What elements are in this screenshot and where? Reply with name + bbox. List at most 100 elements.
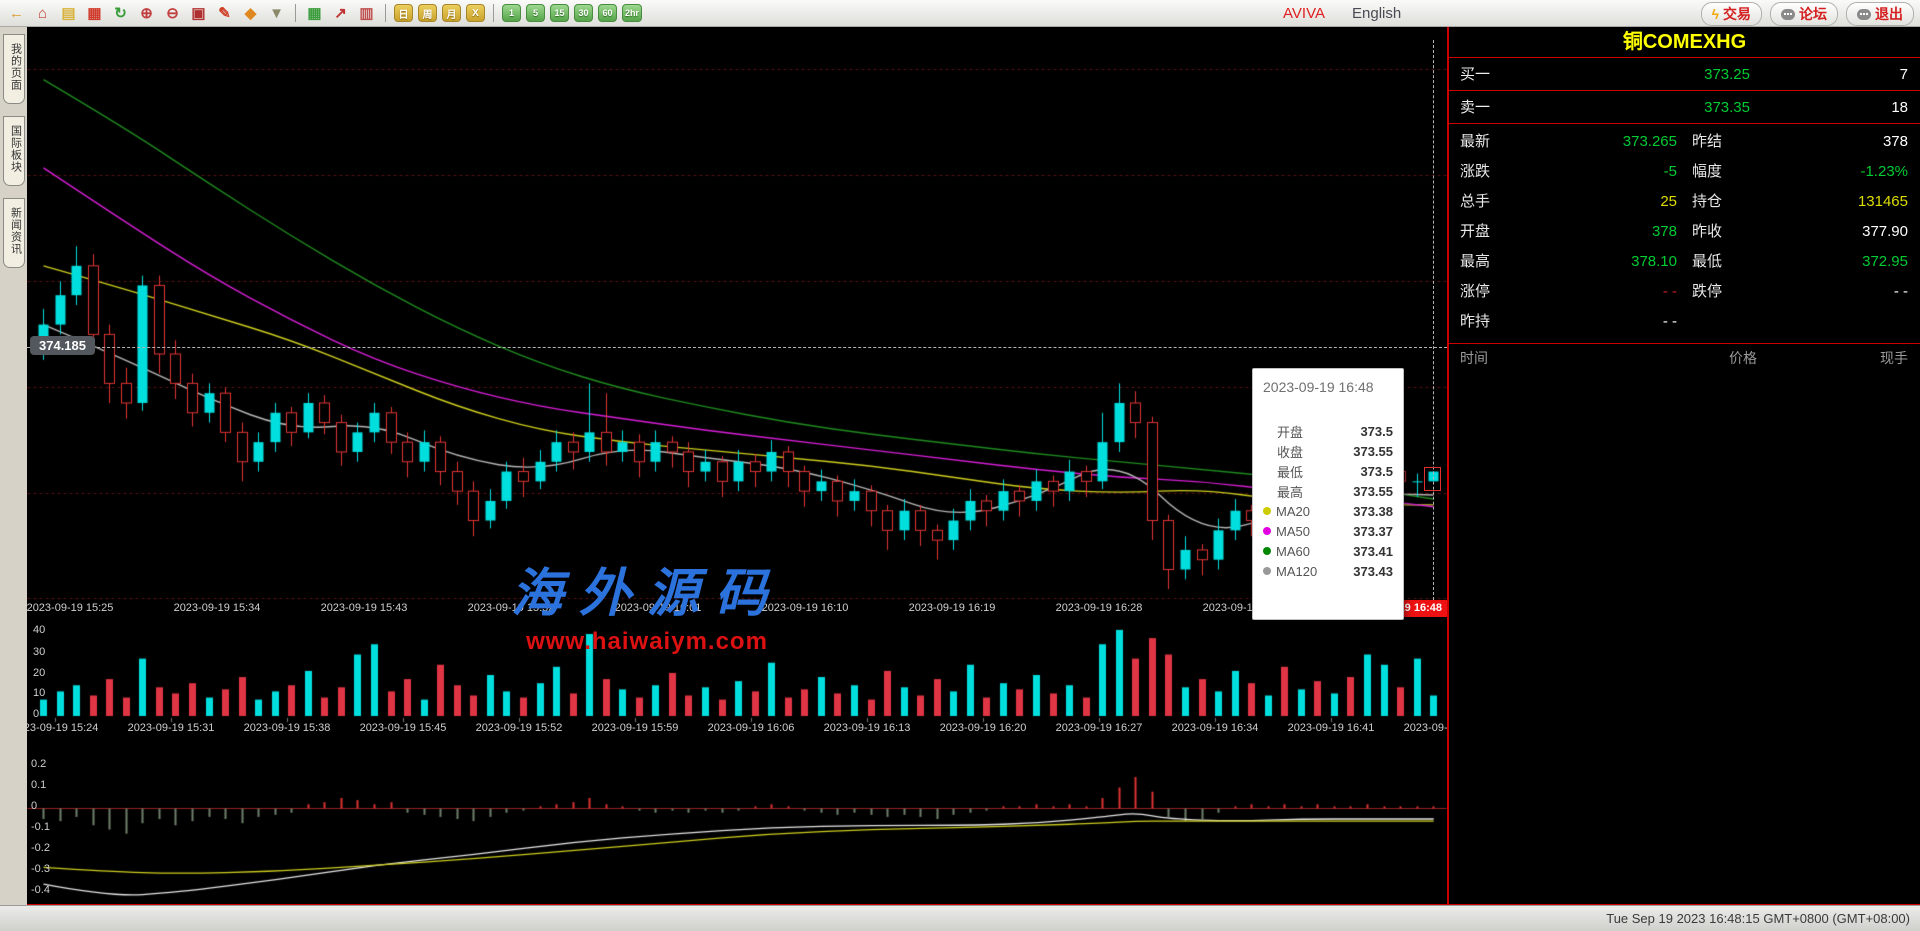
period-2hr-button[interactable]: 2hr: [622, 4, 643, 22]
axis-label: 2023-09-19 16:27: [1055, 722, 1143, 734]
ask-label: 卖一: [1460, 99, 1491, 116]
period-1m-button[interactable]: 1: [502, 4, 521, 22]
stat-label: 最新: [1460, 133, 1491, 150]
speech-bubble-icon: [1857, 8, 1871, 20]
candlestick-canvas[interactable]: [27, 40, 1447, 618]
stat-value: - -: [1662, 283, 1677, 300]
language-switch[interactable]: English: [1352, 5, 1402, 22]
tooltip-ma-row: MA60 373.41: [1263, 541, 1393, 561]
axis-label: 2023-09-19 15:31: [127, 722, 215, 734]
stat-label: 昨持: [1460, 313, 1491, 330]
zoom-in-icon[interactable]: ⊕: [140, 5, 153, 22]
period-day-button[interactable]: 日: [394, 4, 413, 22]
axis-label: -0.1: [31, 821, 50, 833]
brand-label[interactable]: AVIVA: [1283, 5, 1325, 22]
stat-label: 最高: [1460, 253, 1491, 270]
axis-label: -0.4: [31, 884, 50, 896]
finance-calendar-icon[interactable]: ▦: [87, 5, 102, 22]
sidebar-tab-3[interactable]: 新闻资讯: [2, 198, 25, 268]
period-week-button[interactable]: 周: [418, 4, 437, 22]
candle-chart-icon[interactable]: ▥: [359, 5, 374, 22]
tooltip-ma-row: MA50 373.37: [1263, 521, 1393, 541]
stat-label: 幅度: [1692, 163, 1723, 180]
period-5m-button[interactable]: 5: [526, 4, 545, 22]
period-month-button[interactable]: 月: [442, 4, 461, 22]
refresh-icon[interactable]: ↻: [114, 5, 127, 22]
trade-button[interactable]: ϟ 交易: [1700, 2, 1762, 26]
symbol-title: 铜COMEXHG: [1622, 31, 1747, 53]
axis-label: 0.1: [31, 779, 47, 791]
stat-value: 372.95: [1862, 253, 1908, 270]
axis-label: 2023-09-19 15:43: [320, 602, 408, 614]
tape-header: 时间 价格 现手: [1449, 343, 1920, 371]
stat-value: 373.265: [1622, 133, 1677, 150]
stat-value: -5: [1663, 163, 1677, 180]
exit-button[interactable]: 退出: [1846, 2, 1914, 26]
stat-label: 持仓: [1692, 193, 1723, 210]
zoom-out-icon[interactable]: ⊖: [166, 5, 179, 22]
ma-color-dot: [1263, 567, 1271, 575]
period-60m-button[interactable]: 60: [598, 4, 617, 22]
volume-canvas[interactable]: [27, 618, 1447, 740]
axis-label: 2023-09-19 16:28: [1055, 602, 1143, 614]
axis-label: 30: [33, 646, 46, 658]
trade-label: 交易: [1723, 6, 1751, 22]
toolbar-separator: [295, 4, 296, 22]
axis-label: 0.2: [31, 758, 47, 770]
stat-value: - -: [1893, 283, 1908, 300]
axis-label: 2023-09-19 16:13: [823, 722, 911, 734]
axis-label: 10: [33, 687, 46, 699]
tooltip-rows: 开盘 373.5 收盘 373.55 最低 373.5 最高 373.55 MA20 373.38…: [1263, 421, 1393, 581]
stat-value: 378: [1651, 223, 1677, 240]
draw-icon[interactable]: ✎: [218, 5, 231, 22]
quote-stat-row: 最高 378.10 最低 372.95: [1449, 247, 1920, 277]
sidebar-tab-2[interactable]: 国际板块: [2, 116, 25, 186]
axis-label: 2023-09-19 16:06: [707, 722, 795, 734]
alert-icon[interactable]: ◆: [244, 5, 257, 22]
stat-value: 131465: [1857, 193, 1908, 210]
axis-label: 2023-09-19 15:52: [475, 722, 563, 734]
stat-value: - -: [1662, 313, 1677, 330]
line-chart-icon[interactable]: ↗: [334, 5, 347, 22]
quote-stat-row: 最新 373.265 昨结 378: [1449, 127, 1920, 157]
quote-stat-row: 涨跌 -5 幅度 -1.23%: [1449, 157, 1920, 187]
ask-price: 373.35: [1704, 99, 1750, 116]
ma-color-dot: [1263, 527, 1271, 535]
toolbar-actions: ϟ 交易 论坛 退出: [1700, 2, 1914, 26]
stat-value: 25: [1660, 193, 1677, 210]
notes-icon[interactable]: ▤: [61, 5, 76, 22]
tape-header-lots: 现手: [1880, 350, 1908, 366]
period-x-button[interactable]: X: [466, 4, 485, 22]
home-icon[interactable]: ⌂: [37, 4, 48, 22]
tooltip-datetime: 2023-09-19 16:48: [1263, 379, 1374, 395]
period-15m-button[interactable]: 15: [550, 4, 569, 22]
sidebar-tab-1[interactable]: 我的页面: [2, 34, 25, 104]
tooltip-ma-row: MA20 373.38: [1263, 501, 1393, 521]
quote-stat-row: 涨停 - - 跌停 - -: [1449, 277, 1920, 307]
forum-button[interactable]: 论坛: [1770, 2, 1838, 26]
exit-label: 退出: [1875, 6, 1903, 22]
left-sidebar: 我的页面国际板块新闻资讯: [0, 27, 27, 905]
back-icon[interactable]: ←: [9, 4, 24, 22]
filter-icon[interactable]: ▼: [269, 4, 284, 22]
crosshair-vertical: [1433, 40, 1434, 600]
axis-label: 2023-09-19 16:10: [761, 602, 849, 614]
indicator-canvas[interactable]: [27, 745, 1447, 904]
axis-label: 20: [33, 667, 46, 679]
period-30m-button[interactable]: 30: [574, 4, 593, 22]
ma-color-dot: [1263, 547, 1271, 555]
selected-candle-box: [1424, 467, 1441, 491]
stat-label: 最低: [1692, 253, 1723, 270]
forum-label: 论坛: [1799, 6, 1827, 22]
bid-row: 买一 373.25 7: [1449, 57, 1920, 90]
axis-label: 2023-09-19 16:20: [939, 722, 1027, 734]
quote-stat-row: 开盘 378 昨收 377.90: [1449, 217, 1920, 247]
overlay-icon[interactable]: ▣: [191, 5, 206, 22]
quote-panel: 铜COMEXHG 买一 373.25 7 卖一 373.35 18 最新 373.…: [1447, 27, 1920, 905]
ask-qty: 18: [1891, 99, 1908, 116]
quote-stat-row: 昨持 - -: [1449, 307, 1920, 337]
bid-price: 373.25: [1704, 66, 1750, 83]
tooltip-row: 最低 373.5: [1277, 463, 1393, 480]
table-view-icon[interactable]: ▦: [307, 5, 322, 22]
stat-label: 涨停: [1460, 283, 1491, 300]
